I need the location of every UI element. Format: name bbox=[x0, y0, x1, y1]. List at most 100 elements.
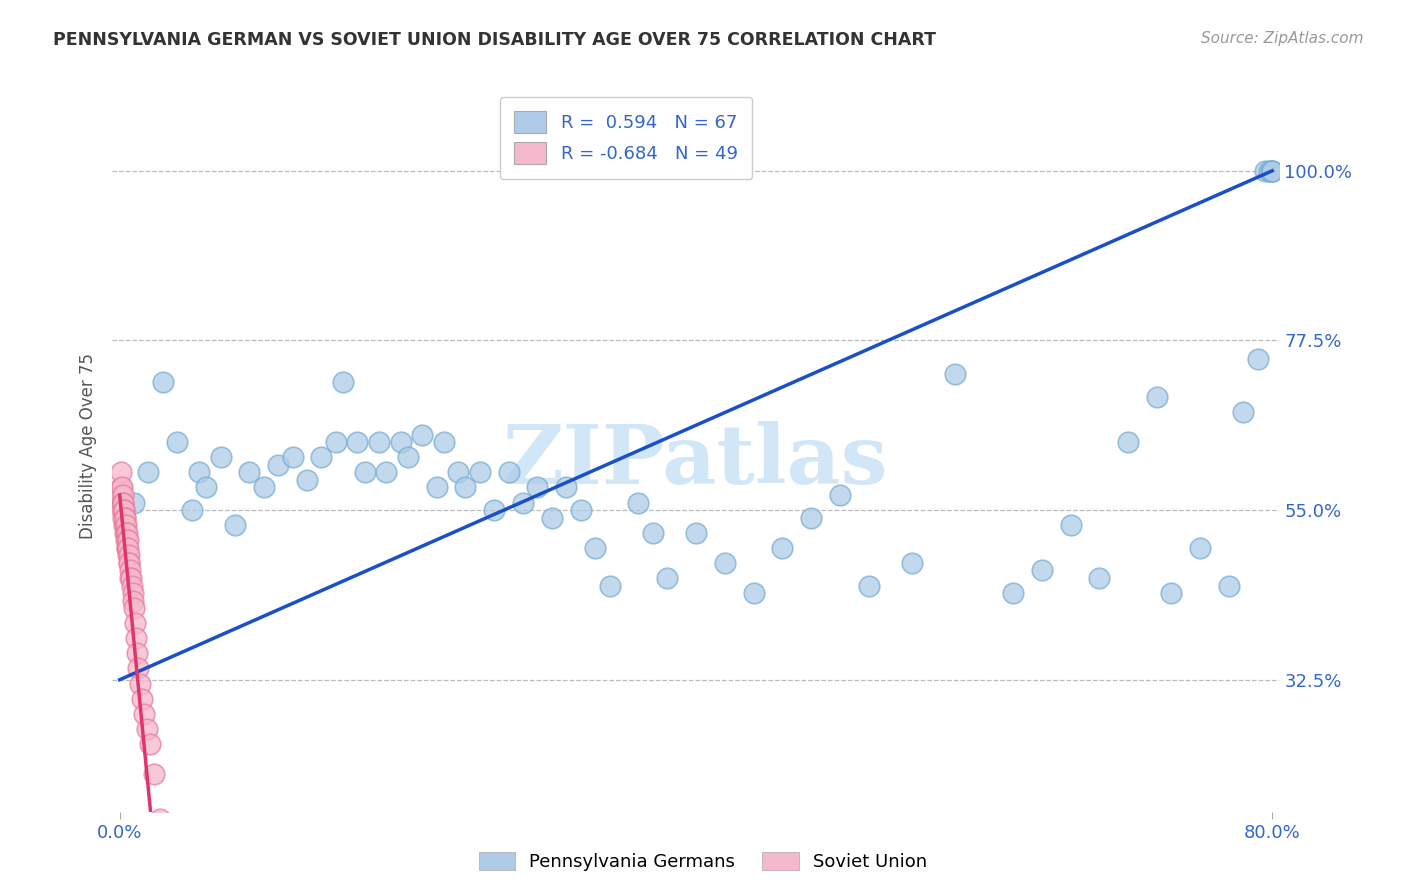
Point bbox=[353, 466, 375, 480]
Point bbox=[114, 525, 136, 540]
Point bbox=[115, 533, 138, 548]
Point bbox=[111, 480, 134, 494]
Point bbox=[128, 676, 150, 690]
Point bbox=[447, 466, 470, 480]
Point bbox=[112, 503, 135, 517]
Text: PENNSYLVANIA GERMAN VS SOVIET UNION DISABILITY AGE OVER 75 CORRELATION CHART: PENNSYLVANIA GERMAN VS SOVIET UNION DISA… bbox=[53, 31, 936, 49]
Point bbox=[122, 495, 145, 509]
Legend: Pennsylvania Germans, Soviet Union: Pennsylvania Germans, Soviet Union bbox=[471, 845, 935, 879]
Point bbox=[657, 571, 679, 585]
Point bbox=[1258, 163, 1281, 178]
Point bbox=[713, 556, 735, 570]
Point bbox=[152, 375, 174, 389]
Point bbox=[111, 503, 134, 517]
Point bbox=[498, 466, 520, 480]
Point bbox=[484, 503, 506, 517]
Point bbox=[641, 525, 664, 540]
Point bbox=[187, 466, 209, 480]
Point bbox=[468, 466, 491, 480]
Point bbox=[1260, 163, 1282, 178]
Point bbox=[111, 495, 134, 509]
Point bbox=[1218, 578, 1240, 592]
Point bbox=[117, 533, 139, 548]
Point bbox=[195, 480, 218, 494]
Point bbox=[238, 466, 260, 480]
Point bbox=[118, 556, 141, 570]
Text: ZIPatlas: ZIPatlas bbox=[503, 421, 889, 500]
Point bbox=[122, 593, 145, 607]
Point bbox=[901, 556, 924, 570]
Point bbox=[110, 488, 132, 502]
Point bbox=[120, 571, 142, 585]
Point bbox=[396, 450, 419, 465]
Point bbox=[112, 495, 135, 509]
Point bbox=[1254, 163, 1277, 178]
Point bbox=[121, 578, 143, 592]
Point bbox=[555, 480, 578, 494]
Point bbox=[1160, 586, 1182, 600]
Point bbox=[117, 549, 139, 563]
Point bbox=[124, 616, 146, 631]
Point bbox=[166, 435, 188, 450]
Point bbox=[512, 495, 534, 509]
Point bbox=[120, 563, 142, 577]
Point bbox=[1146, 390, 1168, 404]
Point bbox=[800, 510, 823, 524]
Point bbox=[411, 427, 433, 442]
Point bbox=[541, 510, 564, 524]
Y-axis label: Disability Age Over 75: Disability Age Over 75 bbox=[79, 353, 97, 539]
Point bbox=[122, 601, 145, 615]
Point bbox=[115, 541, 138, 555]
Point bbox=[368, 435, 391, 450]
Point bbox=[136, 722, 159, 736]
Point bbox=[112, 510, 135, 524]
Point bbox=[325, 435, 347, 450]
Point bbox=[115, 525, 138, 540]
Point bbox=[1116, 435, 1139, 450]
Point bbox=[121, 586, 143, 600]
Point bbox=[346, 435, 368, 450]
Point bbox=[569, 503, 592, 517]
Point bbox=[311, 450, 333, 465]
Point bbox=[138, 466, 160, 480]
Point bbox=[433, 435, 456, 450]
Point bbox=[117, 541, 139, 555]
Point bbox=[139, 737, 162, 751]
Point bbox=[599, 578, 621, 592]
Point bbox=[1088, 571, 1111, 585]
Point bbox=[143, 767, 166, 781]
Point bbox=[828, 488, 851, 502]
Point bbox=[1261, 163, 1284, 178]
Point bbox=[112, 518, 135, 533]
Point bbox=[454, 480, 477, 494]
Point bbox=[131, 691, 153, 706]
Point bbox=[117, 541, 139, 555]
Point bbox=[526, 480, 548, 494]
Point bbox=[180, 503, 202, 517]
Point bbox=[209, 450, 232, 465]
Point bbox=[1232, 405, 1254, 419]
Text: Source: ZipAtlas.com: Source: ZipAtlas.com bbox=[1201, 31, 1364, 46]
Point bbox=[124, 632, 146, 646]
Point bbox=[267, 458, 290, 472]
Point bbox=[770, 541, 793, 555]
Point bbox=[1001, 586, 1024, 600]
Point bbox=[943, 368, 966, 382]
Point bbox=[114, 518, 136, 533]
Point bbox=[389, 435, 412, 450]
Point bbox=[110, 480, 132, 494]
Point bbox=[742, 586, 765, 600]
Point bbox=[1260, 163, 1282, 178]
Point bbox=[685, 525, 707, 540]
Point bbox=[114, 518, 136, 533]
Legend: R =  0.594   N = 67, R = -0.684   N = 49: R = 0.594 N = 67, R = -0.684 N = 49 bbox=[499, 96, 752, 178]
Point bbox=[111, 488, 134, 502]
Point bbox=[125, 646, 148, 660]
Point bbox=[112, 503, 135, 517]
Point bbox=[115, 525, 138, 540]
Point bbox=[114, 510, 136, 524]
Point bbox=[117, 549, 139, 563]
Point bbox=[114, 510, 136, 524]
Point bbox=[375, 466, 398, 480]
Point bbox=[858, 578, 880, 592]
